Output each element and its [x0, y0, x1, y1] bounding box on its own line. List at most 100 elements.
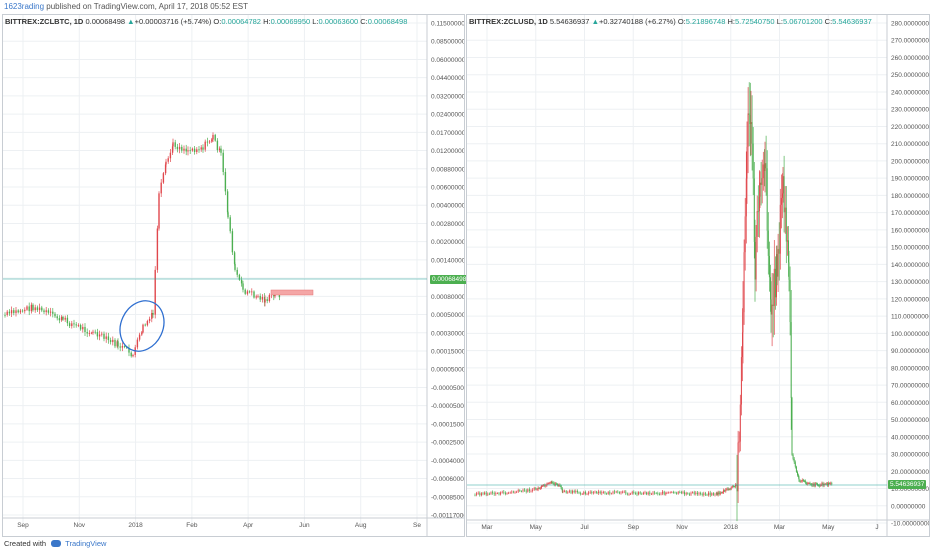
candle: [808, 483, 810, 484]
candle: [660, 493, 662, 495]
candle: [485, 492, 487, 495]
high-label: H:: [263, 17, 271, 26]
y-tick-label: -0.00015000: [431, 421, 464, 428]
open-label: O:: [677, 17, 686, 26]
candle: [642, 492, 644, 494]
open-value: 5.21896748: [685, 17, 726, 26]
candle: [49, 311, 52, 313]
candle: [738, 441, 740, 443]
candle: [778, 249, 780, 254]
candle: [484, 492, 486, 494]
tradingview-link[interactable]: TradingView: [65, 539, 107, 548]
candle: [200, 147, 202, 150]
last-price: 0.00068498: [85, 17, 126, 26]
candle: [830, 483, 832, 485]
candle: [720, 492, 722, 494]
candle: [482, 493, 484, 495]
symbol-label: BITTREX:ZCLBTC, 1D: [5, 17, 84, 26]
candle: [701, 493, 703, 495]
candle: [548, 483, 550, 484]
candle: [729, 489, 731, 490]
candle: [810, 484, 812, 485]
candle: [130, 352, 132, 357]
candle: [261, 296, 264, 300]
y-tick-label: 20.00000000: [891, 469, 929, 476]
candle: [709, 492, 711, 496]
candle: [38, 307, 41, 311]
candle: [568, 490, 570, 492]
candle: [144, 324, 146, 326]
candle: [525, 490, 527, 492]
candle: [266, 299, 268, 302]
x-tick-label: May: [530, 524, 543, 531]
candle: [789, 279, 791, 323]
low-label: L:: [312, 17, 319, 26]
low-value: 0.00063600: [318, 17, 359, 26]
candle: [555, 483, 557, 485]
candle: [233, 252, 236, 264]
candle: [493, 493, 495, 495]
candle: [107, 336, 110, 341]
candle: [162, 173, 165, 183]
candle: [750, 122, 752, 124]
price-chart-zclusd[interactable]: 280.00000000 270.00000000 260.00000000 250.…: [467, 15, 929, 536]
candle: [554, 483, 556, 485]
candle: [784, 207, 786, 213]
candle: [676, 492, 678, 494]
candle: [668, 492, 670, 494]
candle: [807, 483, 809, 485]
candle: [666, 492, 668, 494]
candle: [815, 483, 817, 485]
candle: [32, 304, 34, 311]
candle: [589, 491, 591, 493]
candle: [512, 491, 514, 493]
y-tick-label: -0.00025000: [431, 440, 464, 447]
publish-info: published on TradingView.com, April 17, …: [44, 2, 249, 11]
candle: [688, 493, 690, 495]
chart-panel-zclusd[interactable]: BITTREX:ZCLUSD, 1D 5.54636937 ▲+0.327401…: [466, 14, 930, 537]
candle: [575, 490, 577, 493]
x-tick-label: Aug: [355, 522, 367, 529]
candle: [752, 143, 754, 179]
candle: [19, 310, 22, 313]
candle: [773, 268, 775, 307]
candle: [43, 310, 45, 313]
x-tick-label: Jul: [580, 524, 589, 531]
y-tick-label: 0.03200000: [431, 93, 464, 100]
candle: [183, 148, 185, 151]
candle: [552, 482, 554, 484]
candle: [607, 491, 609, 495]
candle: [829, 483, 831, 484]
candle: [160, 182, 162, 194]
author-link[interactable]: 1623rading: [4, 2, 45, 11]
candle: [599, 491, 601, 494]
candle: [652, 492, 654, 494]
y-tick-label: 80.00000000: [891, 365, 929, 372]
y-tick-label: 0.00080000: [431, 294, 464, 301]
candle: [650, 493, 652, 495]
candle: [757, 211, 759, 212]
candle: [634, 493, 636, 494]
price-chart-zclbtc[interactable]: 0.11500000 0.08500000 0.06000000 0.04400000…: [3, 15, 464, 536]
candle: [767, 230, 769, 256]
y-tick-label: 0.06000000: [431, 57, 464, 64]
candle: [538, 487, 540, 489]
candle: [717, 492, 719, 495]
candle: [156, 228, 159, 270]
y-tick-label: 0.01200000: [431, 148, 464, 155]
candle: [564, 490, 566, 492]
candle: [64, 317, 66, 320]
candle: [246, 291, 249, 294]
candle: [68, 323, 71, 327]
last-price: 5.54636937: [549, 17, 590, 26]
candle: [148, 318, 151, 322]
candle: [754, 241, 756, 280]
candle: [90, 332, 93, 334]
candle: [724, 490, 726, 492]
candle: [185, 148, 187, 152]
candle: [36, 307, 39, 311]
chart-panel-zclbtc[interactable]: BITTREX:ZCLBTC, 1D 0.00068498 ▲+0.000037…: [2, 14, 469, 537]
candle: [105, 336, 107, 339]
candle: [685, 493, 687, 495]
candle: [231, 231, 234, 253]
